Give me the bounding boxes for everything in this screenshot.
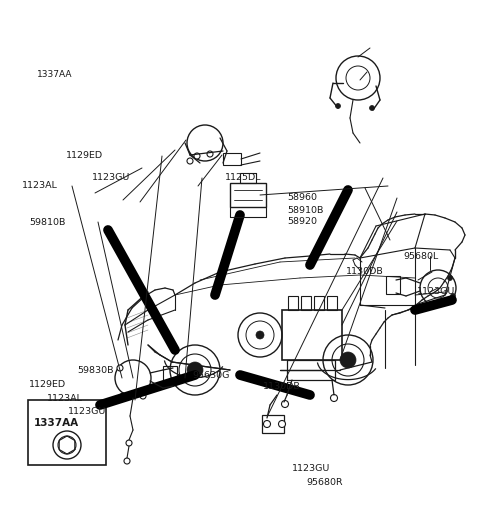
Circle shape bbox=[340, 352, 356, 368]
Circle shape bbox=[126, 440, 132, 446]
Circle shape bbox=[187, 158, 193, 164]
Bar bbox=[314, 296, 324, 310]
Text: 58910B: 58910B bbox=[287, 206, 324, 215]
Text: 1123GU: 1123GU bbox=[417, 287, 455, 296]
Text: 1123GU: 1123GU bbox=[92, 173, 131, 182]
Text: 1129ED: 1129ED bbox=[29, 380, 66, 389]
Circle shape bbox=[120, 393, 126, 399]
Circle shape bbox=[264, 420, 271, 427]
Circle shape bbox=[336, 103, 340, 108]
Circle shape bbox=[447, 275, 453, 280]
Circle shape bbox=[278, 420, 286, 427]
Text: 58920: 58920 bbox=[287, 216, 317, 226]
Text: 95680R: 95680R bbox=[306, 478, 343, 487]
Bar bbox=[163, 366, 177, 384]
Bar bbox=[223, 153, 241, 165]
Circle shape bbox=[187, 362, 203, 378]
Circle shape bbox=[194, 153, 200, 159]
Text: 59830B: 59830B bbox=[78, 366, 114, 375]
Text: 1123AL: 1123AL bbox=[22, 181, 58, 190]
Text: 95630G: 95630G bbox=[192, 371, 229, 380]
Bar bbox=[386, 276, 400, 294]
Bar bbox=[240, 173, 256, 183]
Text: 1123GU: 1123GU bbox=[292, 464, 330, 473]
Bar bbox=[327, 296, 337, 310]
Text: 1130DB: 1130DB bbox=[346, 267, 384, 276]
Circle shape bbox=[207, 151, 213, 157]
Text: 1337AA: 1337AA bbox=[37, 70, 73, 79]
Circle shape bbox=[281, 401, 288, 408]
Text: 1123GU: 1123GU bbox=[68, 407, 107, 416]
Text: 1130DB: 1130DB bbox=[263, 382, 301, 391]
Bar bbox=[287, 360, 335, 380]
Circle shape bbox=[117, 365, 123, 371]
Bar bbox=[28, 400, 106, 465]
Circle shape bbox=[140, 393, 146, 399]
Text: 58960: 58960 bbox=[287, 193, 317, 202]
Text: 59810B: 59810B bbox=[30, 218, 66, 227]
Text: 1123AL: 1123AL bbox=[47, 394, 83, 403]
Text: 1125DL: 1125DL bbox=[225, 173, 261, 182]
Bar bbox=[262, 415, 284, 433]
Bar bbox=[230, 183, 266, 207]
Circle shape bbox=[256, 331, 264, 339]
Circle shape bbox=[370, 105, 374, 111]
Text: 1337AA: 1337AA bbox=[34, 418, 79, 428]
Circle shape bbox=[124, 458, 130, 464]
Circle shape bbox=[331, 394, 337, 402]
Bar bbox=[282, 310, 342, 360]
Text: 1129ED: 1129ED bbox=[66, 151, 103, 160]
Circle shape bbox=[451, 294, 456, 299]
Bar bbox=[301, 296, 311, 310]
Bar bbox=[288, 296, 298, 310]
Text: 95680L: 95680L bbox=[403, 251, 438, 261]
Circle shape bbox=[431, 304, 435, 308]
